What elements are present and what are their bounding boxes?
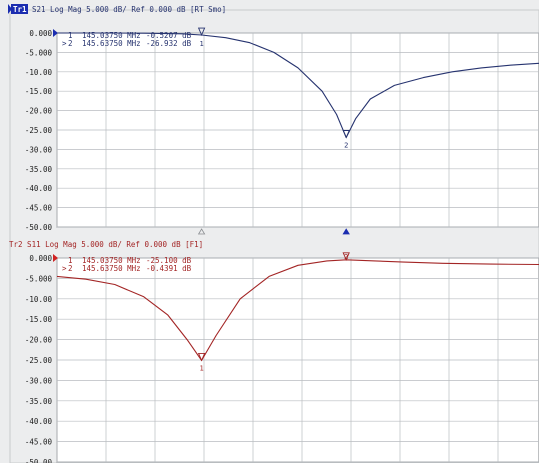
marker-readout-value: -0.5207 dB xyxy=(146,31,192,40)
marker-triangle-icon[interactable] xyxy=(342,252,350,261)
trace-line xyxy=(57,32,539,139)
marker-position-icon xyxy=(197,228,206,235)
marker-label: 2 xyxy=(344,253,348,261)
marker-triangle-icon[interactable] xyxy=(197,27,206,37)
marker-readout-value: -25.100 dB xyxy=(146,256,192,265)
y-tick-label: -5.000 xyxy=(25,48,53,57)
trace-line xyxy=(56,259,539,361)
y-tick-label: -20.00 xyxy=(25,107,53,116)
y-tick-label: 0.000 xyxy=(29,254,52,263)
marker-triangle-icon[interactable] xyxy=(342,130,350,139)
y-tick-label: -20.00 xyxy=(25,336,53,345)
trace-header[interactable]: Tr2 S11 Log Mag 5.000 dB/ Ref 0.000 dB [… xyxy=(9,240,203,249)
trace-header[interactable]: S21 Log Mag 5.000 dB/ Ref 0.000 dB [RT S… xyxy=(32,5,226,14)
marker-readout-prefix: > xyxy=(62,264,67,273)
marker-readout-freq: 145.03750 MHz xyxy=(82,31,141,40)
marker-triangle-icon[interactable] xyxy=(197,352,206,362)
reference-level-icon xyxy=(53,254,58,262)
marker-label: 1 xyxy=(199,40,203,48)
trace-badge-bg[interactable] xyxy=(11,4,28,14)
marker-position-icon xyxy=(342,228,350,235)
marker-readout-number: 1 xyxy=(68,256,73,265)
marker-readout-freq: 145.63750 MHz xyxy=(82,39,141,48)
y-tick-label: -30.00 xyxy=(25,376,53,385)
y-tick-label: 0.000 xyxy=(29,29,52,38)
y-tick-label: -25.00 xyxy=(25,126,53,135)
trace-panel-tr1: Tr1 S21 Log Mag 5.000 dB/ Ref 0.000 dB [R… xyxy=(8,4,539,235)
marker-readout-number: 2 xyxy=(68,39,73,48)
y-tick-label: -30.00 xyxy=(25,145,53,154)
y-tick-label: -45.00 xyxy=(25,204,53,213)
y-tick-label: -50.00 xyxy=(25,458,53,463)
reference-level-icon xyxy=(53,29,58,37)
y-tick-label: -40.00 xyxy=(25,184,53,193)
marker-readout-value: -0.4391 dB xyxy=(146,264,192,273)
marker-label: 1 xyxy=(199,364,203,372)
marker-readout-prefix: > xyxy=(62,39,67,48)
trace-panel-tr2: Tr2 S11 Log Mag 5.000 dB/ Ref 0.000 dB [… xyxy=(9,240,539,463)
y-tick-label: -10.00 xyxy=(25,68,53,77)
marker-readout-number: 1 xyxy=(68,31,73,40)
marker-readout-freq: 145.03750 MHz xyxy=(82,256,141,265)
marker-readout-number: 2 xyxy=(68,264,73,273)
y-tick-label: -5.000 xyxy=(25,274,53,283)
y-tick-label: -35.00 xyxy=(25,165,53,174)
y-tick-label: -40.00 xyxy=(25,417,53,426)
marker-label: 2 xyxy=(344,141,348,149)
y-tick-label: -35.00 xyxy=(25,397,53,406)
y-tick-label: -50.00 xyxy=(25,223,53,232)
y-tick-label: -45.00 xyxy=(25,438,53,447)
trace-badge[interactable]: Tr1 xyxy=(13,5,27,14)
marker-readout-value: -26.932 dB xyxy=(146,39,192,48)
active-trace-arrow-icon xyxy=(8,4,12,14)
y-tick-label: -15.00 xyxy=(25,87,53,96)
y-tick-label: -15.00 xyxy=(25,315,53,324)
y-tick-label: -25.00 xyxy=(25,356,53,365)
y-tick-label: -10.00 xyxy=(25,295,53,304)
marker-readout-freq: 145.63750 MHz xyxy=(82,264,141,273)
